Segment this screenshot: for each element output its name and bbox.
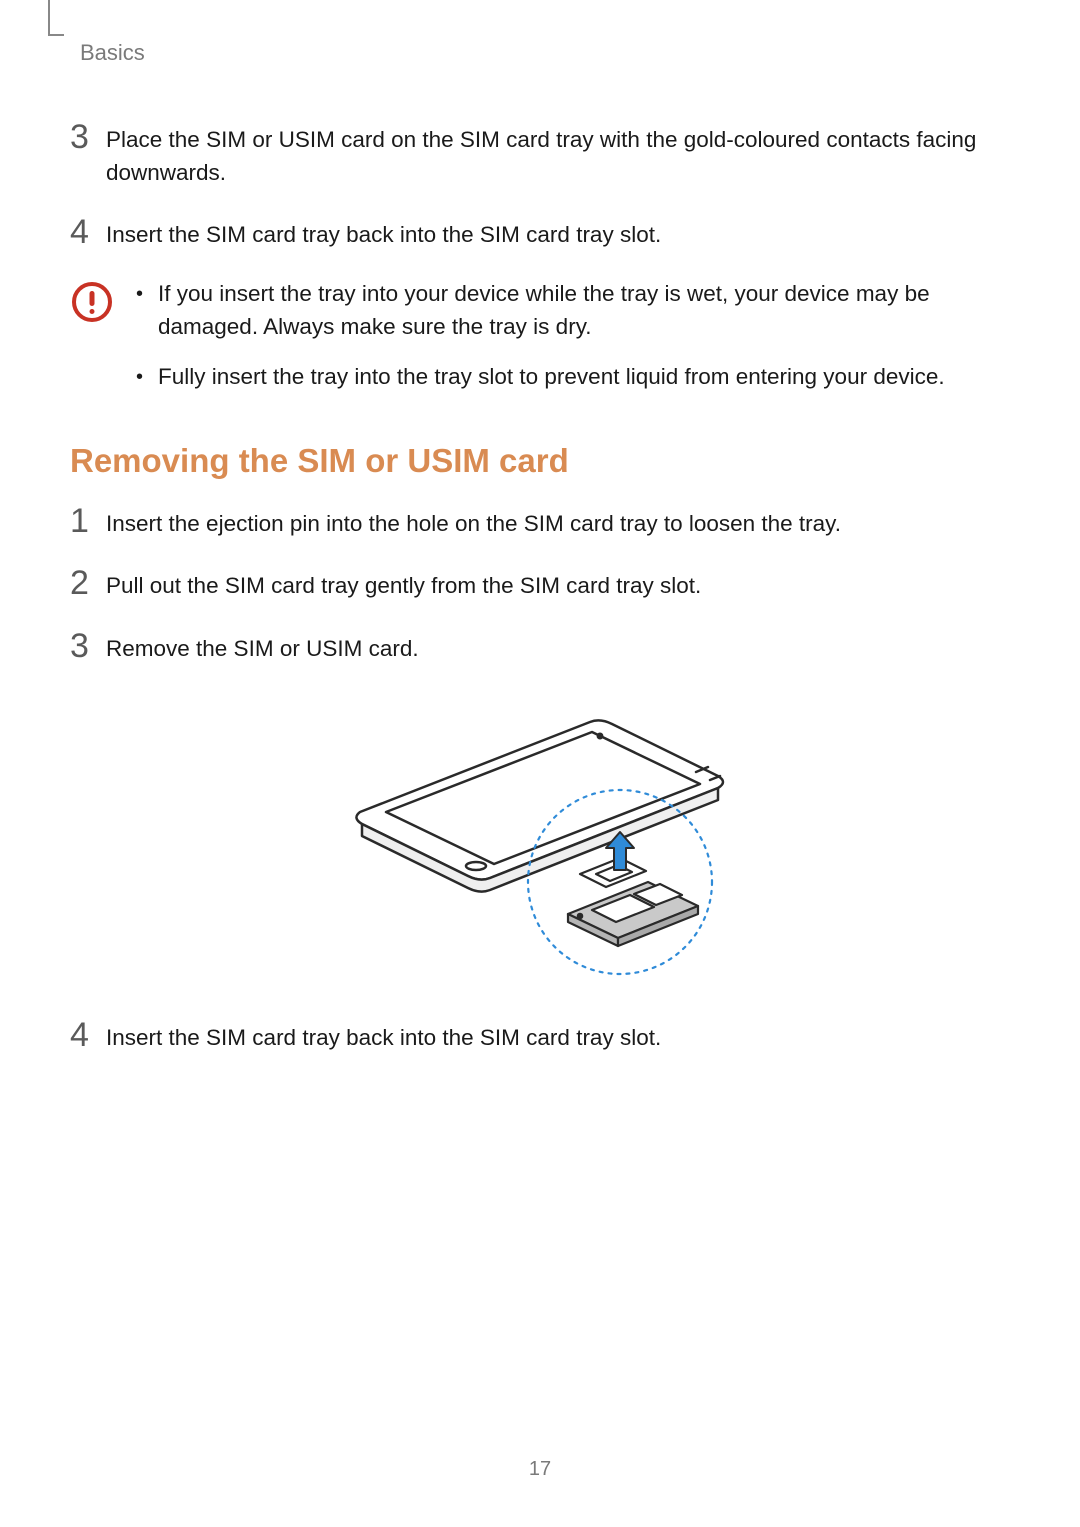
caution-item: • If you insert the tray into your devic…	[130, 278, 1010, 343]
page-number: 17	[0, 1458, 1080, 1481]
page-content: 3 Place the SIM or USIM card on the SIM …	[70, 120, 1010, 1054]
step-item: 4 Insert the SIM card tray back into the…	[70, 215, 1010, 252]
step-number: 4	[70, 215, 106, 249]
step-number: 3	[70, 120, 106, 154]
step-item: 3 Place the SIM or USIM card on the SIM …	[70, 120, 1010, 189]
tablet-sim-diagram-svg	[300, 692, 780, 992]
step-number: 3	[70, 629, 106, 663]
step-item: 2 Pull out the SIM card tray gently from…	[70, 566, 1010, 603]
crop-mark	[48, 0, 64, 36]
step-item: 3 Remove the SIM or USIM card.	[70, 629, 1010, 666]
manual-page: Basics 3 Place the SIM or USIM card on t…	[0, 0, 1080, 1527]
section-heading: Removing the SIM or USIM card	[70, 442, 1010, 480]
bullet-icon: •	[130, 361, 158, 393]
step-text: Remove the SIM or USIM card.	[106, 629, 419, 666]
step-text: Insert the SIM card tray back into the S…	[106, 215, 661, 252]
caution-list: • If you insert the tray into your devic…	[130, 278, 1010, 412]
step-item: 4 Insert the SIM card tray back into the…	[70, 1018, 1010, 1055]
step-text: Pull out the SIM card tray gently from t…	[106, 566, 701, 603]
section-breadcrumb: Basics	[80, 40, 145, 66]
caution-item: • Fully insert the tray into the tray sl…	[130, 361, 1010, 394]
caution-text: If you insert the tray into your device …	[158, 278, 1010, 343]
bullet-icon: •	[130, 278, 158, 310]
step-number: 1	[70, 504, 106, 538]
caution-text: Fully insert the tray into the tray slot…	[158, 361, 1010, 394]
step-text: Insert the SIM card tray back into the S…	[106, 1018, 661, 1055]
step-text: Place the SIM or USIM card on the SIM ca…	[106, 120, 1010, 189]
caution-icon	[70, 278, 130, 329]
sim-removal-illustration	[70, 692, 1010, 992]
step-item: 1 Insert the ejection pin into the hole …	[70, 504, 1010, 541]
step-number: 2	[70, 566, 106, 600]
step-text: Insert the ejection pin into the hole on…	[106, 504, 841, 541]
step-number: 4	[70, 1018, 106, 1052]
caution-block: • If you insert the tray into your devic…	[70, 278, 1010, 412]
